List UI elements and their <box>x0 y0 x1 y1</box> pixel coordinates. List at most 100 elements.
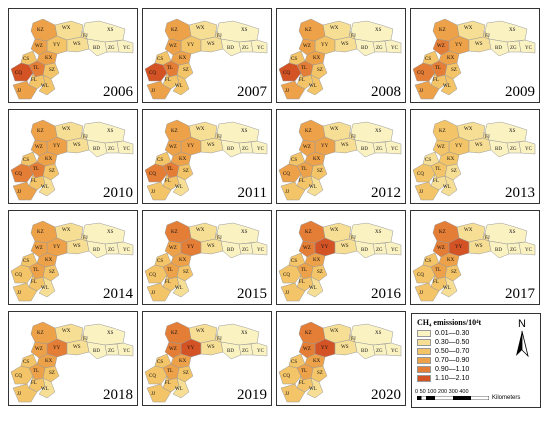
year-label: 2013 <box>505 185 535 201</box>
map-panel-2006: WX XS KZ YY WS FJ BD ZG YC WZ CS KX SZ CQ TL FL WL JJ 2006 <box>8 8 138 103</box>
county-label-fl: FL <box>299 280 305 285</box>
county-label-cq: CQ <box>283 172 290 177</box>
county-label-fl: FL <box>165 381 171 386</box>
county-label-tl: TL <box>301 66 307 71</box>
county-label-jj: JJ <box>17 89 21 94</box>
county-xs <box>350 20 394 43</box>
county-jj <box>280 80 306 100</box>
county-label-yc: YC <box>525 46 533 51</box>
legend-title: CH₄ emissions/10⁴t <box>417 318 482 327</box>
county-label-kx: KX <box>313 258 321 263</box>
county-label-zg: ZG <box>242 248 249 253</box>
county-label-zg: ZG <box>376 248 383 253</box>
county-label-fj: FJ <box>351 135 356 140</box>
county-xs <box>82 222 126 245</box>
county-xs <box>216 323 260 346</box>
legend-label: 0.30—0.50 <box>435 339 470 346</box>
county-label-fl: FL <box>165 179 171 184</box>
county-xs <box>350 222 394 245</box>
county-label-fj: FJ <box>217 135 222 140</box>
county-label-cs: CS <box>157 259 163 264</box>
county-xs <box>350 323 394 346</box>
north-arrow: N <box>512 318 532 360</box>
county-yc <box>250 140 268 155</box>
county-label-sz: SZ <box>317 68 323 73</box>
county-label-fl: FL <box>165 78 171 83</box>
county-label-ws: WS <box>207 244 215 249</box>
year-label: 2012 <box>371 185 401 201</box>
county-yc <box>518 39 536 54</box>
county-label-bd: BD <box>361 147 368 152</box>
county-label-yc: YC <box>391 147 399 152</box>
county-label-xs: XS <box>509 28 516 33</box>
county-label-cq: CQ <box>283 71 290 76</box>
county-jj <box>146 282 172 302</box>
county-label-sz: SZ <box>451 270 457 275</box>
county-label-yc: YC <box>257 349 265 354</box>
county-fj <box>482 131 490 141</box>
county-label-fj: FJ <box>485 34 490 39</box>
county-wl <box>440 74 458 96</box>
county-label-kz: KZ <box>37 129 44 134</box>
county-label-wx: WX <box>464 127 473 132</box>
county-label-jj: JJ <box>419 190 423 195</box>
county-label-xs: XS <box>375 129 382 134</box>
county-wl <box>38 74 56 96</box>
county-label-zg: ZG <box>108 349 115 354</box>
county-label-wl: WL <box>41 387 49 392</box>
county-label-fl: FL <box>165 280 171 285</box>
county-label-cs: CS <box>425 259 431 264</box>
county-label-kz: KZ <box>171 331 178 336</box>
county-label-jj: JJ <box>285 190 289 195</box>
county-label-wz: WZ <box>303 347 311 352</box>
county-label-wz: WZ <box>303 145 311 150</box>
county-jj <box>414 181 440 201</box>
county-label-wz: WZ <box>169 44 177 49</box>
county-label-yy: YY <box>321 43 329 48</box>
county-label-jj: JJ <box>17 190 21 195</box>
county-label-cs: CS <box>157 57 163 62</box>
county-label-fl: FL <box>299 381 305 386</box>
county-label-fl: FL <box>299 78 305 83</box>
county-label-kz: KZ <box>37 230 44 235</box>
legend-label: 1.10—2.10 <box>435 375 470 382</box>
county-label-kz: KZ <box>305 230 312 235</box>
county-label-sz: SZ <box>317 270 323 275</box>
county-label-cs: CS <box>23 360 29 365</box>
county-label-xs: XS <box>375 28 382 33</box>
county-fj <box>348 333 356 343</box>
county-label-xs: XS <box>107 331 114 336</box>
county-label-zg: ZG <box>108 248 115 253</box>
county-label-jj: JJ <box>151 190 155 195</box>
county-label-kx: KX <box>447 56 455 61</box>
map-panel-2011: WX XS KZ YY WS FJ BD ZG YC WZ CS KX SZ CQ TL FL WL JJ 2011 <box>142 109 272 204</box>
county-label-jj: JJ <box>285 291 289 296</box>
county-label-cq: CQ <box>283 374 290 379</box>
county-label-sz: SZ <box>49 169 55 174</box>
county-yc <box>384 39 402 54</box>
county-label-bd: BD <box>93 147 100 152</box>
county-label-ws: WS <box>73 345 81 350</box>
county-wl <box>440 276 458 298</box>
county-label-tl: TL <box>167 268 173 273</box>
county-label-tl: TL <box>167 369 173 374</box>
county-wl <box>306 276 324 298</box>
map-panel-2019: WX XS KZ YY WS FJ BD ZG YC WZ CS KX SZ CQ TL FL WL JJ 2019 <box>142 311 272 406</box>
county-jj <box>146 80 172 100</box>
county-label-cq: CQ <box>15 273 22 278</box>
year-label: 2006 <box>103 84 133 100</box>
county-label-wz: WZ <box>437 145 445 150</box>
county-jj <box>280 383 306 403</box>
county-label-tl: TL <box>33 268 39 273</box>
county-label-xs: XS <box>107 129 114 134</box>
county-label-fl: FL <box>31 179 37 184</box>
county-label-zg: ZG <box>242 147 249 152</box>
map-panel-2020: WX XS KZ YY WS FJ BD ZG YC WZ CS KX SZ CQ TL FL WL JJ 2020 <box>276 311 406 406</box>
year-label: 2009 <box>505 84 535 100</box>
county-label-tl: TL <box>435 66 441 71</box>
county-label-bd: BD <box>93 349 100 354</box>
county-label-sz: SZ <box>49 371 55 376</box>
